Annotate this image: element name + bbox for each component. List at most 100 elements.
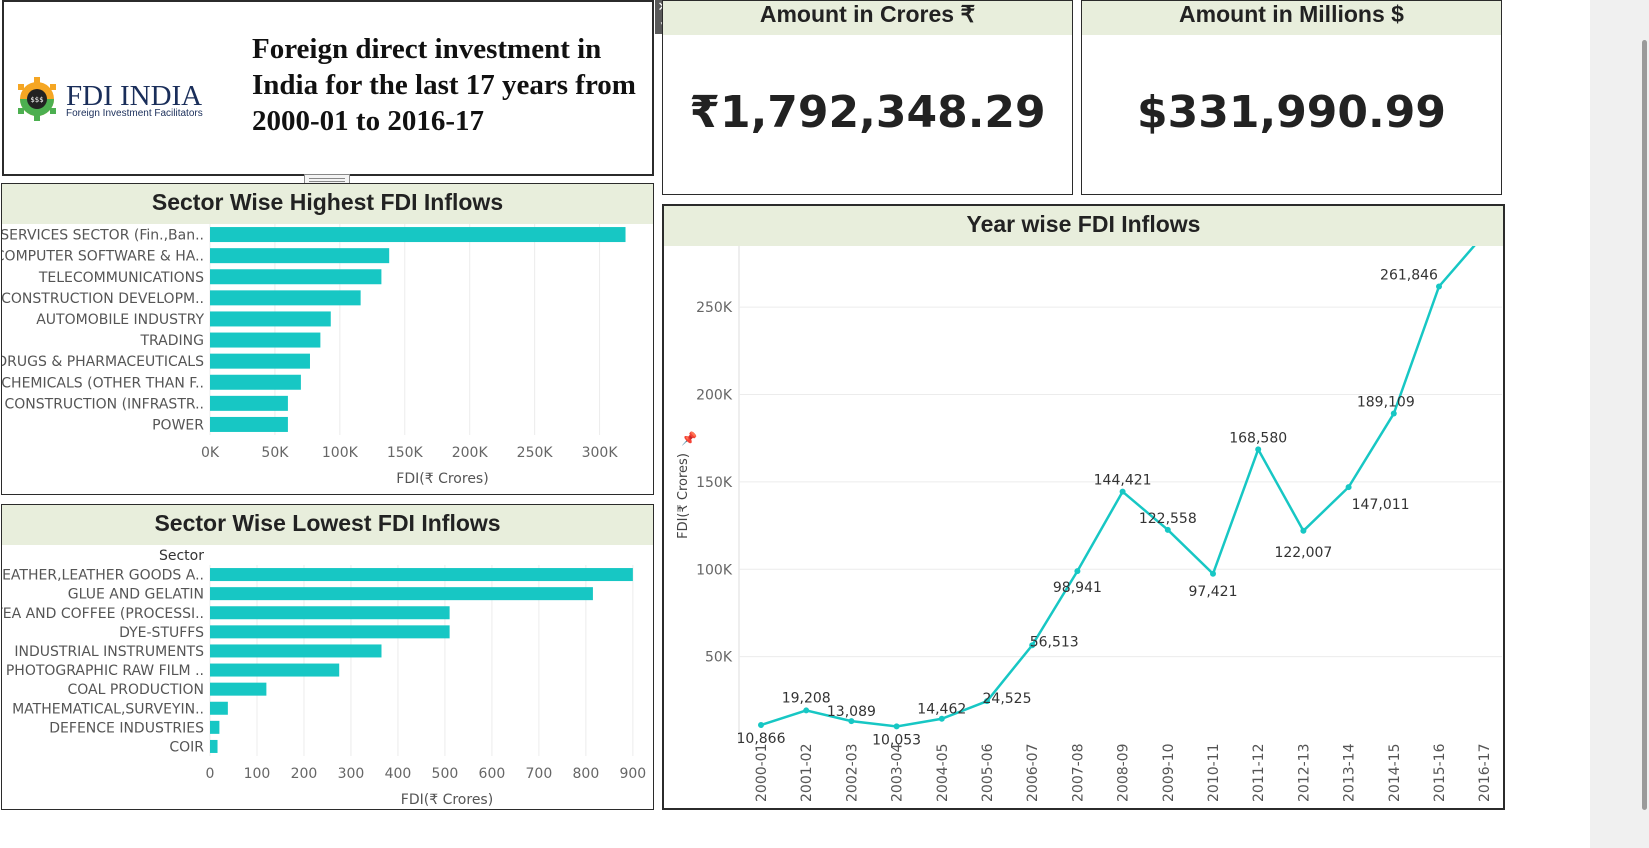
category-label: CHEMICALS (OTHER THAN F.. <box>2 375 204 391</box>
category-label: LEATHER,LEATHER GOODS A.. <box>2 568 204 584</box>
category-label: TRADING <box>139 333 204 349</box>
highest-fdi-title: Sector Wise Highest FDI Inflows <box>2 184 653 224</box>
category-label: TEA AND COFFEE (PROCESSI.. <box>2 606 204 622</box>
category-label: TELECOMMUNICATIONS <box>38 270 204 286</box>
bar <box>210 644 382 658</box>
data-point <box>893 723 900 730</box>
y-tick-label: 100K <box>696 562 733 578</box>
vertical-scrollbar[interactable] <box>1590 0 1649 848</box>
x-tick-label: 900 <box>619 766 646 782</box>
bar <box>210 332 321 348</box>
data-point <box>1029 642 1036 649</box>
x-tick-label: 500 <box>432 766 459 782</box>
x-tick-label: 2016-17 <box>1477 744 1493 803</box>
dashboard-title: Foreign direct investment in India for t… <box>252 33 636 137</box>
x-tick-label: 200 <box>291 766 318 782</box>
x-axis-label: FDI(₹ Crores) <box>401 792 493 808</box>
category-label: AUTOMOBILE INDUSTRY <box>36 312 204 328</box>
x-tick-label: 2007-08 <box>1070 744 1086 803</box>
header-panel: $$$ FDI INDIA Foreign Investment Facilit… <box>2 0 654 176</box>
x-tick-label: 2004-05 <box>935 744 951 803</box>
data-point <box>848 718 855 725</box>
kpi-millions-title: Amount in Millions $ <box>1082 1 1501 35</box>
data-point <box>1436 283 1442 290</box>
x-tick-label: 100 <box>244 766 271 782</box>
x-tick-label: 300 <box>338 766 365 782</box>
data-point <box>1119 488 1126 495</box>
bar <box>210 720 220 734</box>
kpi-crores-panel: Amount in Crores ₹ ₹1,792,348.29 <box>662 0 1073 195</box>
x-axis-label: FDI(₹ Crores) <box>396 471 488 487</box>
data-label: 122,558 <box>1139 511 1197 527</box>
data-label: 19,208 <box>782 690 831 706</box>
x-tick-label: 2006-07 <box>1025 744 1041 803</box>
bar <box>210 701 228 715</box>
data-label: 261,846 <box>1380 267 1438 283</box>
category-label: POWER <box>152 417 204 433</box>
bar <box>210 374 301 390</box>
bar <box>210 227 626 243</box>
kpi-millions-value: $331,990.99 <box>1137 87 1446 138</box>
year-wise-panel: Year wise FDI Inflows 50K 100K 150K 200K 250… <box>662 204 1505 810</box>
category-label: COMPUTER SOFTWARE & HA.. <box>2 249 204 265</box>
x-tick-label: 0 <box>206 766 215 782</box>
x-tick-label: 100K <box>322 445 359 461</box>
bar <box>210 311 331 327</box>
pin-icon: 📌 <box>681 430 697 447</box>
category-label: CONSTRUCTION (INFRASTR.. <box>5 396 205 412</box>
logo-title: FDI INDIA <box>66 80 203 112</box>
data-point <box>803 707 810 714</box>
x-tick-label: 50K <box>261 445 289 461</box>
y-tick-label: 150K <box>696 475 733 491</box>
bar <box>210 663 340 677</box>
x-tick-label: 2001-02 <box>799 744 815 803</box>
data-point <box>1164 526 1171 533</box>
data-label: 168,580 <box>1229 430 1287 446</box>
kpi-crores-value: ₹1,792,348.29 <box>689 87 1046 138</box>
category-label: DYE-STUFFS <box>119 625 204 641</box>
data-point <box>1255 446 1262 453</box>
category-label: GLUE AND GELATIN <box>68 587 204 603</box>
bar <box>210 739 218 753</box>
data-label: 56,513 <box>1030 634 1079 650</box>
category-label: SERVICES SECTOR (Fin.,Ban.. <box>2 228 204 244</box>
kpi-millions-panel: Amount in Millions $ $331,990.99 <box>1081 0 1502 195</box>
data-label: 10,053 <box>872 732 921 748</box>
data-point <box>938 715 945 722</box>
bar <box>210 682 267 696</box>
x-tick-label: 2000-01 <box>754 744 770 803</box>
highest-fdi-chart: 0K 50K 100K 150K 200K 250K 300K SERVICES SECTOR… <box>2 224 626 487</box>
data-point <box>1390 410 1397 417</box>
data-label: 122,007 <box>1274 545 1332 561</box>
bar <box>210 587 593 601</box>
bar <box>210 625 450 639</box>
x-tick-label: 2010-11 <box>1206 744 1222 803</box>
category-label: CONSTRUCTION DEVELOPM.. <box>2 291 204 307</box>
x-tick-label: 200K <box>452 445 489 461</box>
y-tick-label: 200K <box>696 388 733 404</box>
data-label: 13,089 <box>827 704 876 720</box>
data-point <box>1074 568 1081 575</box>
data-point <box>984 698 990 705</box>
x-tick-label: 2002-03 <box>844 744 860 803</box>
data-label: 189,109 <box>1357 395 1415 411</box>
data-point <box>1300 527 1307 534</box>
x-tick-label: 700 <box>526 766 553 782</box>
x-tick-label: 600 <box>479 766 506 782</box>
y-tick-label: 50K <box>705 650 733 666</box>
x-tick-label: 800 <box>573 766 600 782</box>
bar <box>210 269 382 285</box>
bar <box>210 395 288 411</box>
x-tick-label: 2003-04 <box>890 743 906 802</box>
highest-fdi-panel: Sector Wise Highest FDI Inflows 0K 50K 100… <box>1 183 654 495</box>
x-tick-label: 150K <box>387 445 424 461</box>
data-label: 97,421 <box>1189 584 1238 600</box>
x-tick-label: 2009-10 <box>1161 744 1177 803</box>
category-label: DRUGS & PHARMACEUTICALS <box>2 354 204 370</box>
x-tick-label: 2005-06 <box>980 743 996 802</box>
category-label: MATHEMATICAL,SURVEYIN.. <box>12 701 204 717</box>
scrollbar-thumb[interactable] <box>1642 40 1647 810</box>
data-label: 14,462 <box>917 702 966 718</box>
bar <box>210 606 450 620</box>
